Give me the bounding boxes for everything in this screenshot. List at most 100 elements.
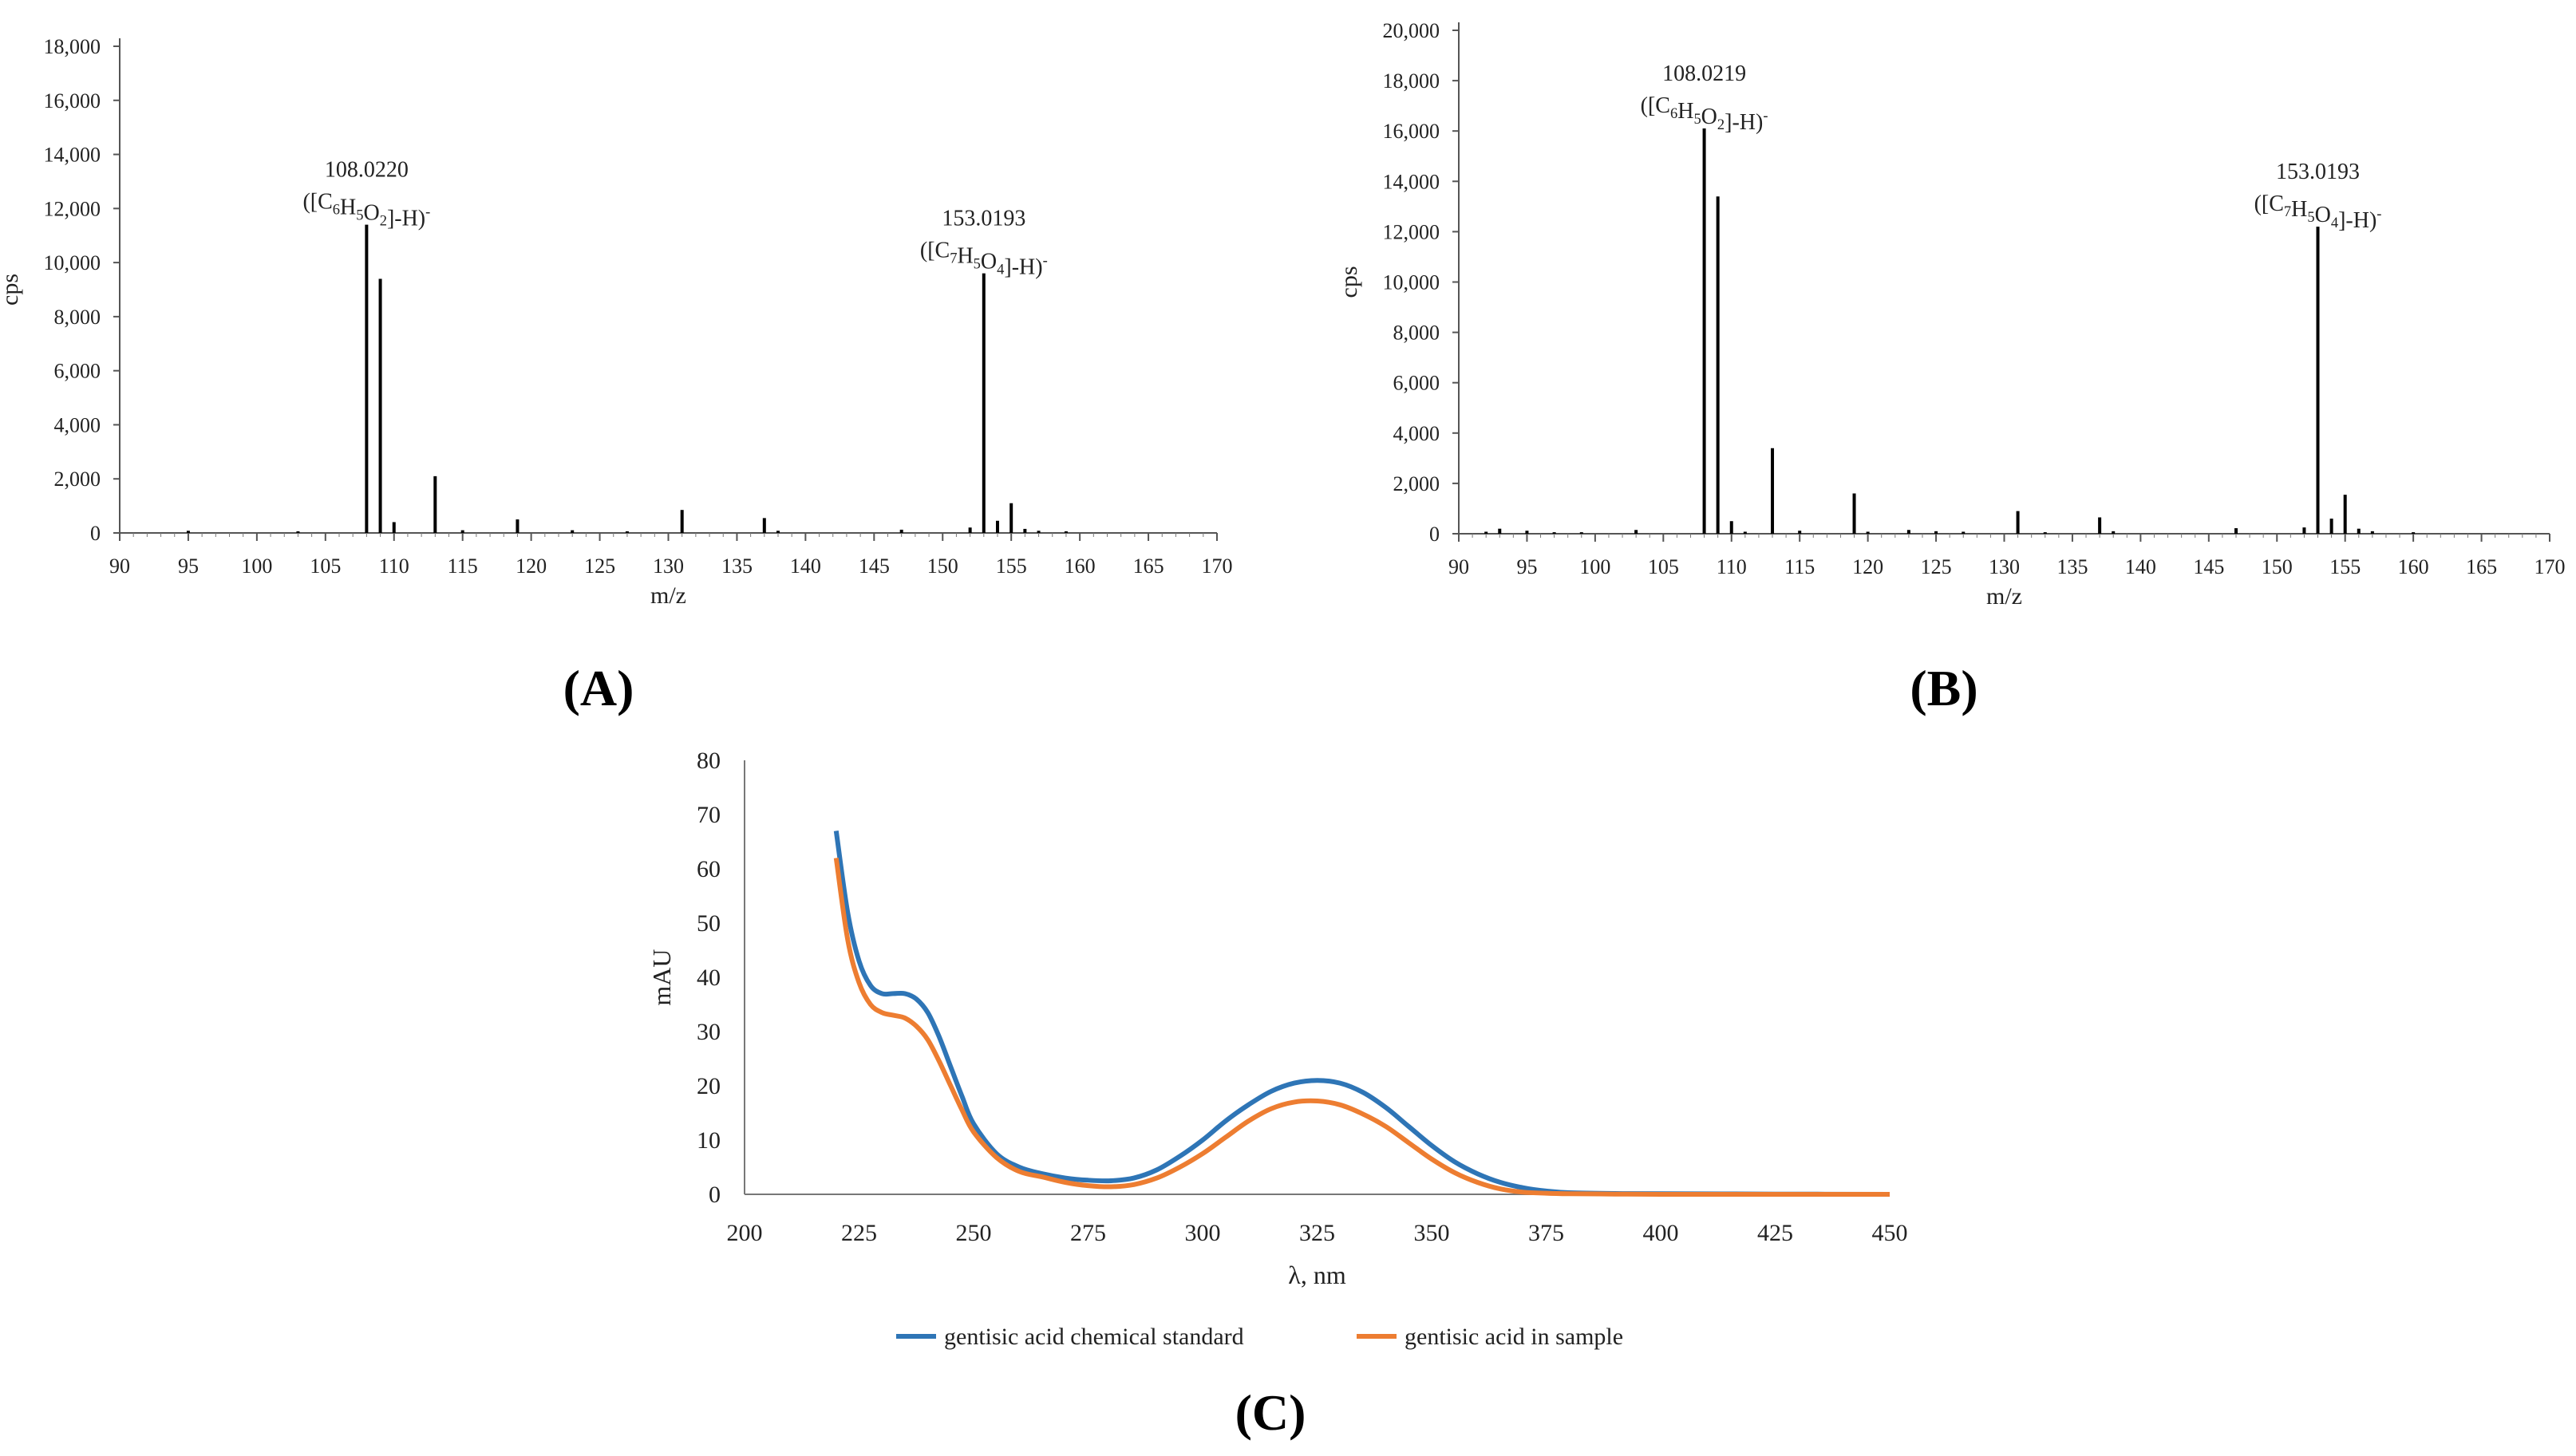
y-tick-label: 14,000 — [44, 144, 101, 167]
x-axis-title: m/z — [1986, 583, 2022, 610]
y-tick-label: 12,000 — [1383, 220, 1440, 243]
x-tick-label: 125 — [584, 554, 615, 578]
peak-annotation-formula: ([C6H5O2]-H)- — [1641, 93, 1768, 135]
x-tick-label: 425 — [1757, 1220, 1793, 1246]
x-tick-label: 400 — [1643, 1220, 1679, 1246]
y-tick-label: 6,000 — [1393, 372, 1440, 395]
panel-label-b: (B) — [1910, 660, 1977, 716]
x-tick-label: 130 — [1989, 555, 2020, 578]
x-tick-label: 110 — [379, 554, 409, 578]
x-tick-label: 155 — [996, 554, 1027, 578]
y-tick-label: 2,000 — [54, 468, 101, 491]
y-axis-title: cps — [1336, 266, 1362, 298]
peak-annotation-formula: ([C7H5O4]-H)- — [2254, 191, 2382, 233]
y-tick-label: 16,000 — [44, 89, 101, 112]
x-tick-label: 100 — [241, 554, 272, 578]
x-tick-label: 120 — [516, 554, 547, 578]
x-tick-label: 90 — [1448, 555, 1469, 578]
peak-annotation-mass: 108.0219 — [1662, 61, 1746, 86]
y-tick-label: 10,000 — [1383, 271, 1440, 294]
x-tick-label: 160 — [2398, 555, 2429, 578]
y-tick-label: 0 — [90, 522, 101, 545]
peak-annotation-formula: ([C7H5O4]-H)- — [920, 239, 1048, 280]
x-tick-label: 135 — [721, 554, 753, 578]
x-tick-label: 170 — [2535, 555, 2566, 578]
x-tick-label: 105 — [1648, 555, 1679, 578]
peak-annotation-mass: 108.0220 — [325, 158, 409, 183]
x-tick-label: 95 — [1516, 555, 1537, 578]
legend-label: gentisic acid chemical standard — [944, 1324, 1244, 1350]
x-tick-label: 200 — [727, 1220, 763, 1246]
series-line-standard — [833, 830, 1891, 1197]
x-tick-label: 145 — [859, 554, 890, 578]
x-tick-label: 140 — [790, 554, 821, 578]
y-tick-label: 8,000 — [1393, 322, 1440, 345]
x-tick-label: 115 — [448, 554, 478, 578]
y-tick-label: 10,000 — [44, 251, 101, 274]
y-tick-label: 12,000 — [44, 197, 101, 220]
peak-annotation-mass: 153.0193 — [2276, 160, 2360, 184]
y-tick-label: 20 — [697, 1073, 721, 1099]
x-tick-label: 170 — [1202, 554, 1233, 578]
x-tick-label: 150 — [927, 554, 958, 578]
x-tick-label: 275 — [1070, 1220, 1106, 1246]
y-tick-label: 10 — [697, 1127, 721, 1154]
x-tick-label: 105 — [310, 554, 341, 578]
y-tick-label: 14,000 — [1383, 170, 1440, 193]
x-tick-label: 225 — [841, 1220, 877, 1246]
y-axis-title: cps — [0, 274, 23, 306]
chart-c: 200 225 250 275 300 325 350 375 400 425 450 0 10 20 30… — [647, 748, 1908, 1350]
legend-label: gentisic acid in sample — [1405, 1324, 1623, 1350]
y-tick-label: 4,000 — [54, 413, 101, 436]
y-tick-label: 0 — [1429, 523, 1440, 546]
x-tick-label: 350 — [1414, 1220, 1450, 1246]
series-line-sample — [833, 857, 1890, 1198]
x-tick-label: 250 — [956, 1220, 992, 1246]
x-tick-label: 375 — [1528, 1220, 1564, 1246]
x-tick-label: 155 — [2329, 555, 2361, 578]
x-tick-label: 450 — [1872, 1220, 1908, 1246]
x-tick-label: 300 — [1185, 1220, 1221, 1246]
x-tick-label: 120 — [1852, 555, 1883, 578]
y-tick-label: 8,000 — [54, 306, 101, 329]
x-axis-title: m/z — [650, 582, 686, 609]
chart-a: 90 95 100 105 110 115 120 125 130 135 140 145 150 155… — [0, 35, 1233, 609]
x-tick-label: 140 — [2125, 555, 2156, 578]
x-tick-label: 130 — [653, 554, 684, 578]
y-tick-label: 80 — [697, 748, 721, 774]
y-tick-label: 60 — [697, 856, 721, 882]
x-tick-label: 95 — [178, 554, 199, 578]
chart-b: 90 95 100 105 110 115 120 125 130 135 140 145 150 155… — [1336, 19, 2566, 610]
panel-label-a: (A) — [563, 660, 634, 716]
y-tick-label: 4,000 — [1393, 422, 1440, 445]
peak-annotation-formula: ([C6H5O2]-H)- — [302, 190, 430, 231]
y-tick-label: 16,000 — [1383, 120, 1440, 143]
x-tick-label: 165 — [1133, 554, 1164, 578]
y-tick-label: 20,000 — [1383, 19, 1440, 42]
x-tick-label: 150 — [2262, 555, 2293, 578]
x-tick-label: 160 — [1065, 554, 1096, 578]
panel-label-c: (C) — [1235, 1384, 1306, 1441]
x-axis-title: λ, nm — [1288, 1261, 1346, 1289]
y-tick-label: 50 — [697, 910, 721, 937]
y-axis-title: mAU — [647, 949, 676, 1005]
y-tick-label: 18,000 — [1383, 69, 1440, 93]
y-tick-label: 2,000 — [1393, 472, 1440, 495]
x-tick-label: 145 — [2193, 555, 2224, 578]
x-tick-label: 100 — [1579, 555, 1610, 578]
y-tick-label: 40 — [697, 965, 721, 991]
x-tick-label: 125 — [1921, 555, 1952, 578]
y-tick-label: 6,000 — [54, 360, 101, 383]
y-tick-label: 70 — [697, 802, 721, 828]
x-tick-label: 165 — [2466, 555, 2497, 578]
y-tick-label: 0 — [709, 1182, 721, 1208]
y-tick-label: 18,000 — [44, 35, 101, 58]
x-tick-label: 110 — [1717, 555, 1747, 578]
peak-annotation-mass: 153.0193 — [942, 207, 1025, 231]
x-tick-label: 115 — [1784, 555, 1815, 578]
x-tick-label: 325 — [1299, 1220, 1335, 1246]
x-tick-label: 135 — [2056, 555, 2088, 578]
x-tick-label: 90 — [109, 554, 130, 578]
